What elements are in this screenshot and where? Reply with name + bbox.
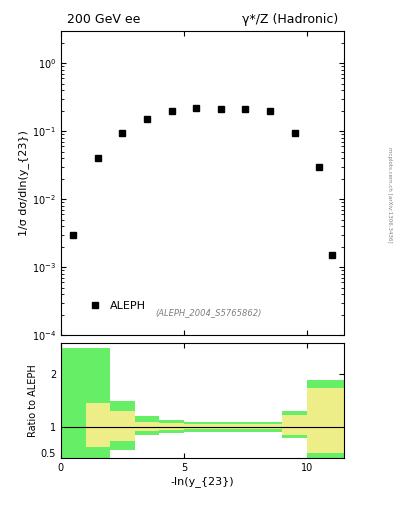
ALEPH (317, 164, 321, 170)
Y-axis label: Ratio to ALEPH: Ratio to ALEPH (28, 364, 38, 437)
ALEPH (292, 130, 297, 136)
Text: 200 GeV ee: 200 GeV ee (66, 13, 140, 26)
ALEPH (194, 105, 198, 111)
Line: ALEPH: ALEPH (70, 105, 334, 258)
ALEPH (243, 106, 248, 112)
ALEPH (120, 130, 125, 136)
Text: mcplots.cern.ch [arXiv:1306.3436]: mcplots.cern.ch [arXiv:1306.3436] (387, 147, 392, 242)
ALEPH (95, 155, 100, 161)
Text: (ALEPH_2004_S5765862): (ALEPH_2004_S5765862) (155, 308, 261, 317)
Text: γ*/Z (Hadronic): γ*/Z (Hadronic) (242, 13, 338, 26)
ALEPH (71, 232, 75, 238)
Y-axis label: 1/σ dσ/dln(y_{23}): 1/σ dσ/dln(y_{23}) (18, 130, 29, 236)
X-axis label: -ln(y_{23}): -ln(y_{23}) (171, 476, 234, 487)
ALEPH (169, 108, 174, 114)
ALEPH (145, 116, 149, 122)
ALEPH (268, 108, 272, 114)
ALEPH (329, 252, 334, 259)
ALEPH (219, 106, 223, 112)
Legend: ALEPH: ALEPH (81, 298, 149, 314)
